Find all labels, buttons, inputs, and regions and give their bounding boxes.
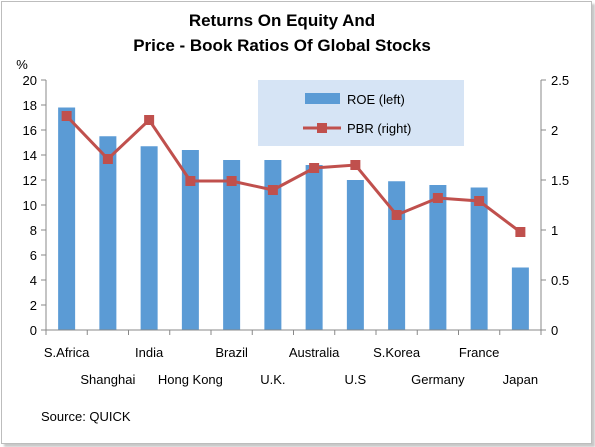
roe-bar xyxy=(429,185,447,330)
pbr-line xyxy=(61,111,526,237)
left-tick-label: 12 xyxy=(23,173,37,188)
roe-bar xyxy=(511,267,529,330)
left-tick-label: 2 xyxy=(30,298,37,313)
axes xyxy=(45,80,542,335)
roe-bar xyxy=(223,160,241,330)
pbr-point xyxy=(391,210,402,220)
category-label: S.Korea xyxy=(373,345,421,360)
category-label: Australia xyxy=(289,345,340,360)
right-tick-label: 1 xyxy=(551,223,558,238)
pbr-point xyxy=(267,185,278,195)
right-axis-ticks: 0 0.5 1 1.5 2 2.5 xyxy=(541,73,569,338)
category-label: India xyxy=(135,345,164,360)
pbr-point xyxy=(61,111,72,121)
category-label: Germany xyxy=(411,372,465,387)
right-tick-label: 1.5 xyxy=(551,173,569,188)
category-label: Shanghai xyxy=(80,372,135,387)
chart-title-line-1: Returns On Equity And xyxy=(189,11,375,30)
right-tick-label: 2.5 xyxy=(551,73,569,88)
category-label: U.K. xyxy=(260,372,285,387)
right-tick-label: 0 xyxy=(551,323,558,338)
legend-pbr-label: PBR (right) xyxy=(347,121,411,136)
roe-bar xyxy=(346,180,364,330)
roe-bar xyxy=(181,150,199,330)
pbr-point xyxy=(309,163,320,173)
pbr-point xyxy=(432,193,443,203)
pbr-point xyxy=(102,154,113,164)
right-tick-label: 0.5 xyxy=(551,273,569,288)
roe-bar xyxy=(388,181,406,330)
left-tick-label: 18 xyxy=(23,98,37,113)
left-tick-label: 16 xyxy=(23,123,37,138)
left-axis-ticks: 0 2 4 6 8 10 12 14 16 18 20 xyxy=(23,73,46,338)
category-label: S.Africa xyxy=(44,345,90,360)
right-tick-label: 2 xyxy=(551,123,558,138)
chart-title-line-2: Price - Book Ratios Of Global Stocks xyxy=(133,36,431,55)
category-label: Brazil xyxy=(215,345,248,360)
left-tick-label: 10 xyxy=(23,198,37,213)
category-label: France xyxy=(459,345,499,360)
roe-bar xyxy=(58,107,76,330)
roe-bar xyxy=(140,146,158,330)
pbr-point xyxy=(144,115,155,125)
category-label: Hong Kong xyxy=(158,372,223,387)
left-tick-label: 20 xyxy=(23,73,37,88)
roe-bar xyxy=(470,187,488,330)
pbr-point xyxy=(515,227,526,237)
pbr-point xyxy=(474,196,485,206)
left-tick-label: 0 xyxy=(30,323,37,338)
category-label: Japan xyxy=(503,372,538,387)
pbr-point xyxy=(185,176,196,186)
category-label: U.S xyxy=(345,372,367,387)
legend-box xyxy=(258,80,464,146)
y-axis-unit-label: % xyxy=(16,57,28,72)
legend-roe-label: ROE (left) xyxy=(347,92,405,107)
left-tick-label: 14 xyxy=(23,148,37,163)
pbr-point xyxy=(350,160,361,170)
legend-pbr-marker xyxy=(317,123,327,133)
source-note: Source: QUICK xyxy=(41,409,131,424)
left-tick-label: 8 xyxy=(30,223,37,238)
left-tick-label: 4 xyxy=(30,273,37,288)
pbr-point xyxy=(226,176,237,186)
legend-roe-swatch xyxy=(305,93,340,104)
roe-bar xyxy=(264,160,282,330)
pbr-series-line xyxy=(65,114,522,234)
left-tick-label: 6 xyxy=(30,248,37,263)
roe-bar xyxy=(99,136,117,330)
roe-bars xyxy=(58,107,529,330)
legend: ROE (left) PBR (right) xyxy=(258,80,464,146)
roe-bar xyxy=(305,165,323,330)
